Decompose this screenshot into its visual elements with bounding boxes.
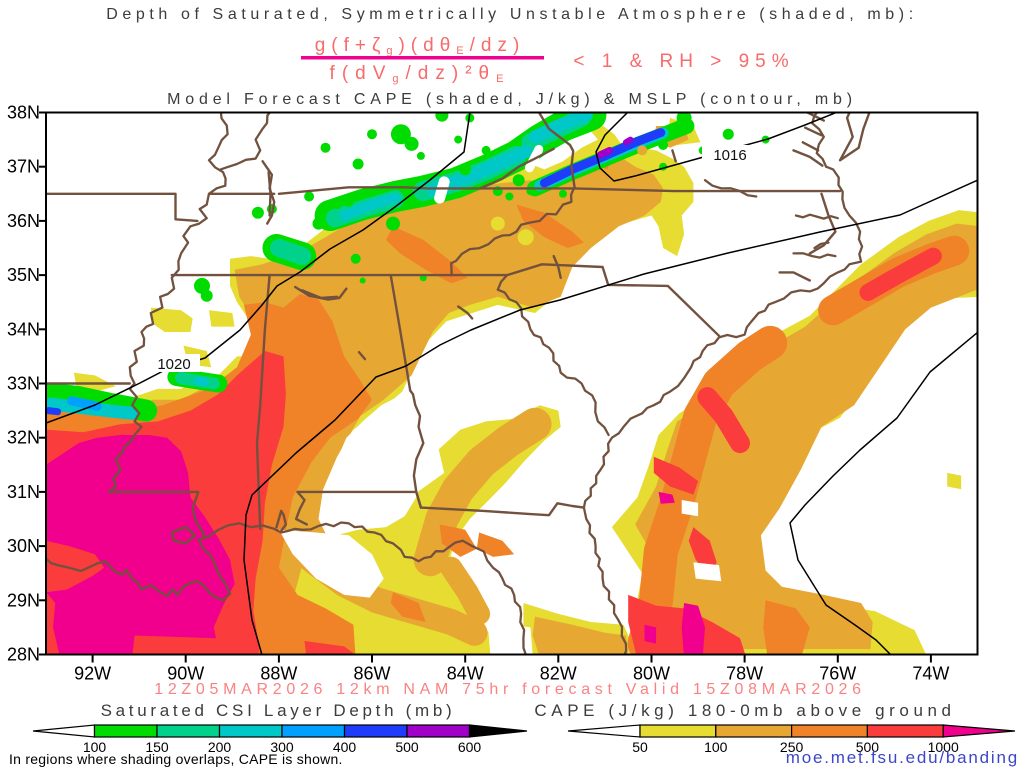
svg-text:50: 50 (632, 739, 648, 755)
svg-text:35N: 35N (7, 265, 40, 285)
svg-text:moe.met.fsu.edu/banding: moe.met.fsu.edu/banding (786, 748, 1019, 767)
svg-text:1020: 1020 (157, 356, 190, 373)
svg-text:34N: 34N (7, 319, 40, 339)
svg-text:78W: 78W (726, 664, 763, 684)
svg-text:82W: 82W (540, 664, 577, 684)
svg-text:Depth of Saturated, Symmetrica: Depth of Saturated, Symmetrically Unstab… (106, 6, 918, 23)
svg-text:90W: 90W (167, 664, 204, 684)
svg-text:36N: 36N (7, 211, 40, 231)
svg-text:200: 200 (208, 739, 232, 755)
svg-text:76W: 76W (819, 664, 856, 684)
svg-text:g(f+ζg)(dθE/dz): g(f+ζg)(dθE/dz) (315, 35, 526, 57)
svg-text:84W: 84W (447, 664, 484, 684)
svg-text:< 1 & RH > 95%: < 1 & RH > 95% (573, 51, 794, 72)
svg-text:92W: 92W (74, 664, 111, 684)
svg-text:Saturated CSI Layer Depth (mb): Saturated CSI Layer Depth (mb) (101, 701, 456, 720)
svg-text:400: 400 (333, 739, 357, 755)
svg-text:CAPE (J/kg) 180-0mb above grou: CAPE (J/kg) 180-0mb above ground (534, 701, 955, 720)
svg-text:1016: 1016 (713, 147, 746, 164)
svg-text:86W: 86W (353, 664, 390, 684)
svg-text:80W: 80W (633, 664, 670, 684)
svg-text:88W: 88W (260, 664, 297, 684)
svg-text:300: 300 (270, 739, 294, 755)
svg-text:31N: 31N (7, 482, 40, 502)
svg-text:12Z05MAR2026 12km NAM 75hr for: 12Z05MAR2026 12km NAM 75hr forecast Vali… (154, 681, 866, 698)
svg-text:f(dVg/dz)²θE: f(dVg/dz)²θE (330, 63, 511, 85)
svg-text:250: 250 (780, 739, 804, 755)
svg-text:37N: 37N (7, 157, 40, 177)
svg-text:500: 500 (856, 739, 880, 755)
svg-text:600: 600 (458, 739, 482, 755)
svg-text:100: 100 (704, 739, 728, 755)
svg-text:100: 100 (83, 739, 107, 755)
svg-text:150: 150 (145, 739, 169, 755)
svg-text:500: 500 (395, 739, 419, 755)
svg-text:29N: 29N (7, 590, 40, 610)
svg-text:Model Forecast CAPE (shaded, J: Model Forecast CAPE (shaded, J/kg) & MSL… (167, 91, 857, 108)
svg-text:In regions where shading overl: In regions where shading overlaps, CAPE … (9, 751, 343, 767)
svg-text:1000: 1000 (928, 739, 959, 755)
svg-text:38N: 38N (7, 103, 40, 123)
svg-text:33N: 33N (7, 374, 40, 394)
svg-text:32N: 32N (7, 428, 40, 448)
svg-text:30N: 30N (7, 536, 40, 556)
svg-text:28N: 28N (7, 645, 40, 665)
svg-text:74W: 74W (912, 664, 949, 684)
